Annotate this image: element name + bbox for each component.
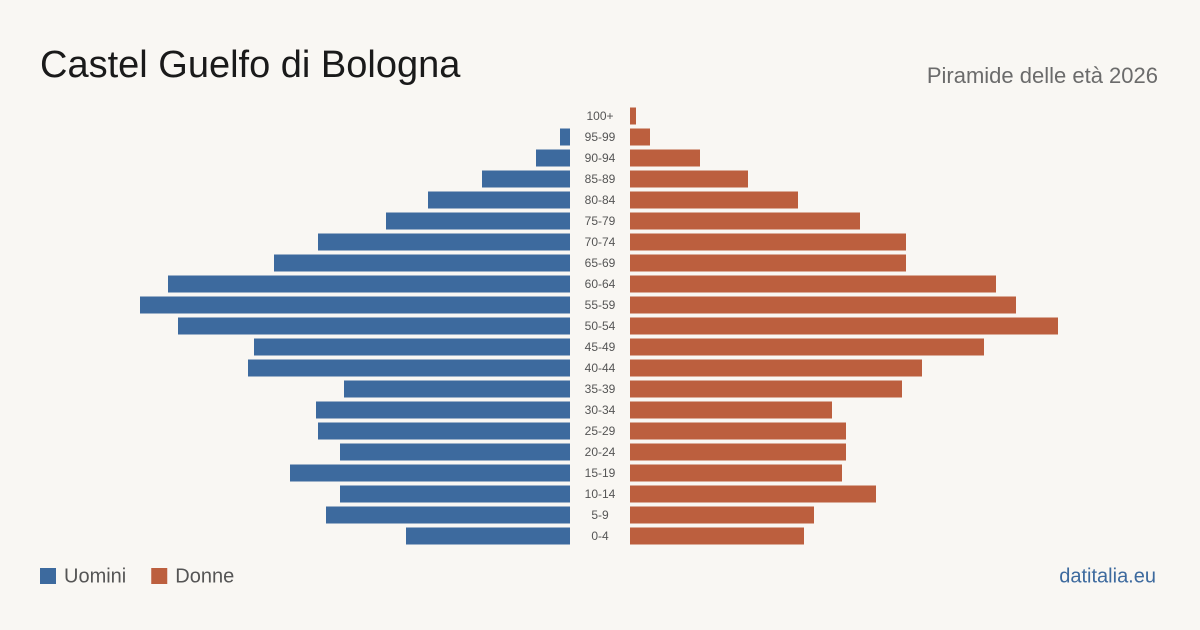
bar [318,233,570,251]
bar [406,527,570,545]
bar [340,485,570,503]
bar [482,170,570,188]
bar [630,107,636,125]
age-label: 75-79 [585,214,616,228]
bar [318,422,570,440]
bar [630,338,984,356]
bar [630,443,846,461]
chart-subtitle: Piramide delle età 2026 [927,63,1158,88]
bar [140,296,570,314]
bar [630,149,700,167]
bar [630,422,846,440]
legend-swatch [40,568,56,584]
bar [630,296,1016,314]
age-label: 45-49 [585,340,616,354]
age-label: 95-99 [585,130,616,144]
bar [344,380,570,398]
bar [630,401,832,419]
age-label: 55-59 [585,298,616,312]
age-label: 65-69 [585,256,616,270]
age-label: 25-29 [585,424,616,438]
age-label: 100+ [586,109,613,123]
bar [560,128,570,146]
bar [630,191,798,209]
bar [168,275,570,293]
bar [630,527,804,545]
bar [428,191,570,209]
age-label: 5-9 [591,508,609,522]
bar [630,506,814,524]
bar [630,485,876,503]
bar [630,317,1058,335]
age-label: 40-44 [585,361,616,375]
age-label: 20-24 [585,445,616,459]
age-label: 30-34 [585,403,616,417]
legend-swatch [151,568,168,584]
age-label: 15-19 [585,466,616,480]
bar [248,359,570,377]
bar [630,254,906,272]
bar [290,464,570,482]
bar [536,149,570,167]
bar [254,338,570,356]
bar [630,380,902,398]
age-label: 60-64 [585,277,616,291]
age-label: 10-14 [585,487,616,501]
bar [630,275,996,293]
bar [630,128,650,146]
age-label: 80-84 [585,193,616,207]
bar [630,359,922,377]
age-label: 35-39 [585,382,616,396]
legend-label: Uomini [64,565,126,587]
bar [630,233,906,251]
age-label: 0-4 [591,529,609,543]
age-label: 85-89 [585,172,616,186]
bar [630,464,842,482]
bar [630,212,860,230]
bar [178,317,570,335]
chart-title: Castel Guelfo di Bologna [40,44,461,86]
bar [316,401,570,419]
bar [386,212,570,230]
source: datitalia.eu [1059,565,1156,587]
age-label: 50-54 [585,319,616,333]
age-label: 70-74 [585,235,616,249]
bar [630,170,748,188]
bar [326,506,570,524]
bar [340,443,570,461]
bar [274,254,570,272]
age-label: 90-94 [585,151,616,165]
legend-label: Donne [175,565,234,587]
